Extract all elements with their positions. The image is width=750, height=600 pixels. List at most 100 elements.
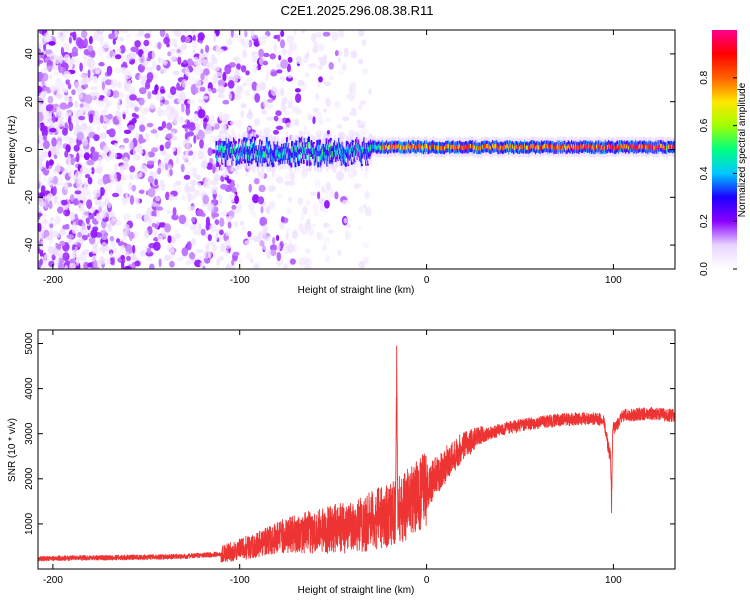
heatmap-cell [59, 34, 66, 42]
heatmap-cell [95, 212, 102, 221]
heatmap-cell [98, 201, 106, 208]
heatmap-cell [149, 171, 154, 176]
heatmap-cell [47, 95, 54, 104]
heatmap-cell [262, 230, 267, 238]
heatmap-cell [93, 134, 100, 142]
heatmap-cell [142, 82, 146, 87]
heatmap-cell [72, 174, 77, 183]
heatmap-cell [364, 206, 372, 217]
heatmap-cell [208, 250, 212, 259]
heatmap-cell [68, 57, 75, 65]
heatmap-cell [67, 115, 72, 125]
heatmap-cell [142, 46, 148, 54]
heatmap-cell [216, 258, 220, 266]
heatmap-cell [98, 61, 105, 67]
heatmap-cell [212, 166, 216, 174]
heatmap-cell [129, 173, 135, 181]
heatmap-cell [245, 252, 253, 260]
heatmap-cell [182, 30, 190, 36]
heatmap-cell [261, 109, 267, 115]
heatmap-cell [63, 44, 71, 54]
heatmap-cell [155, 95, 164, 101]
x-tick-label: -200 [43, 275, 63, 286]
heatmap-cell [106, 66, 111, 77]
heatmap-cell [138, 97, 145, 106]
heatmap-cell [131, 112, 137, 118]
heatmap-cell [109, 235, 115, 242]
heatmap-cell [258, 36, 267, 46]
heatmap-cell [121, 259, 125, 269]
heatmap-cell [314, 178, 321, 189]
heatmap-cell [103, 97, 109, 103]
heatmap-cell [358, 104, 363, 111]
heatmap-cell [326, 236, 330, 244]
heatmap-cell [203, 68, 210, 76]
heatmap-cell [240, 226, 247, 232]
heatmap-cell [66, 97, 74, 102]
heatmap-cell [297, 79, 305, 87]
heatmap-cell [97, 238, 102, 245]
heatmap-cell [105, 183, 113, 191]
heatmap-cell [125, 109, 129, 115]
heatmap-cell [90, 50, 96, 58]
heatmap-cell [129, 94, 137, 101]
heatmap-cell [341, 62, 347, 71]
heatmap-cell [138, 138, 147, 144]
heatmap-cell [90, 255, 99, 263]
heatmap-cell [342, 116, 350, 122]
heatmap-cell [41, 127, 48, 138]
heatmap-cell [253, 178, 260, 185]
heatmap-cell [255, 83, 261, 93]
heatmap-cell [164, 163, 169, 171]
heatmap-cell [68, 36, 72, 44]
heatmap-cell [112, 192, 120, 198]
heatmap-cell [256, 129, 264, 137]
heatmap-cell [170, 146, 177, 152]
heatmap-cell [78, 148, 84, 158]
heatmap-cell [69, 263, 77, 269]
heatmap-cell [248, 183, 252, 193]
heatmap-cell [93, 260, 98, 269]
heatmap-cell [103, 258, 111, 265]
heatmap-cell [113, 163, 118, 172]
heatmap-cell [180, 35, 186, 43]
heatmap-cell [250, 30, 255, 38]
heatmap-cell [307, 113, 313, 121]
heatmap-cell [134, 173, 140, 180]
heatmap-cell [310, 191, 317, 196]
heatmap-cell [113, 248, 118, 253]
heatmap-cell [161, 68, 167, 74]
heatmap-cell [277, 193, 283, 199]
heatmap-cell [219, 229, 224, 236]
heatmap-cell [86, 199, 93, 210]
heatmap-cell [307, 227, 314, 237]
heatmap-cell [84, 83, 89, 89]
heatmap-cell [313, 211, 320, 217]
heatmap-cell [147, 91, 152, 100]
heatmap-cell [164, 141, 171, 150]
heatmap-cell [141, 52, 148, 61]
heatmap-cell [191, 216, 196, 223]
heatmap-cell [83, 152, 91, 161]
heatmap-cell [168, 194, 175, 202]
heatmap-cell [225, 215, 234, 221]
heatmap-cell [268, 185, 276, 193]
heatmap-cell [187, 205, 196, 212]
heatmap-cell [249, 257, 254, 264]
heatmap-cell [240, 65, 247, 73]
heatmap-cell [252, 235, 261, 242]
heatmap-cell [101, 81, 105, 91]
heatmap-cell [95, 166, 104, 173]
heatmap-cell [138, 30, 145, 37]
heatmap-cell [228, 62, 236, 68]
heatmap-cell [122, 61, 127, 67]
heatmap-cell [143, 107, 150, 113]
heatmap-cell [71, 224, 77, 234]
heatmap-cell [83, 38, 88, 48]
heatmap-cell [354, 183, 362, 189]
heatmap-cell [67, 137, 75, 146]
heatmap-cell [206, 88, 212, 94]
heatmap-cell [40, 51, 45, 59]
heatmap-cell [164, 223, 172, 233]
heatmap-cell [321, 244, 328, 252]
